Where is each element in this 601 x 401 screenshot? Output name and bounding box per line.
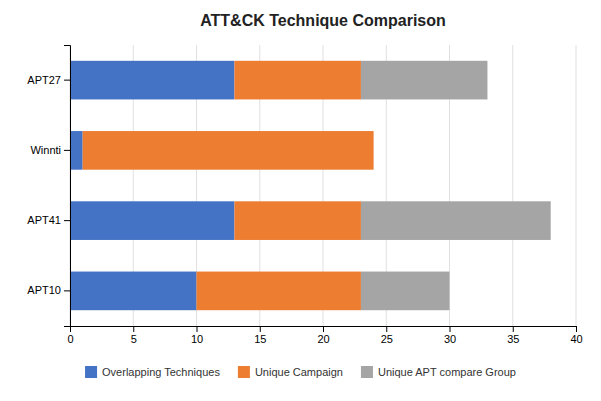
x-tick-label: 30 xyxy=(444,333,456,345)
x-tick-label: 5 xyxy=(131,333,137,345)
y-tick: Winnti xyxy=(30,144,70,156)
legend-item: Unique Campaign xyxy=(238,366,343,378)
x-tick: 30 xyxy=(444,326,456,345)
x-tick-label: 25 xyxy=(381,333,393,345)
y-tick-label: APT10 xyxy=(27,284,61,296)
y-tick-label: APT27 xyxy=(27,74,61,86)
legend-item: Unique APT compare Group xyxy=(361,366,516,378)
bar xyxy=(361,201,551,240)
x-tick: 0 xyxy=(67,326,73,345)
y-axis: APT10 APT41 Winnti APT27 xyxy=(27,46,70,327)
x-tick: 35 xyxy=(507,326,519,345)
x-axis: 0 5 10 15 20 25 30 35 40 xyxy=(67,326,582,345)
x-tick-label: 40 xyxy=(570,333,582,345)
bar xyxy=(70,61,234,100)
x-tick: 10 xyxy=(191,326,203,345)
series xyxy=(83,61,374,310)
x-tick: 40 xyxy=(570,326,582,345)
y-tick: APT41 xyxy=(27,214,70,226)
x-axis-line xyxy=(71,327,577,333)
bar xyxy=(373,131,374,170)
grid-line xyxy=(512,45,513,326)
x-tick-mark xyxy=(197,326,198,332)
x-tick-mark xyxy=(513,326,514,332)
series xyxy=(361,61,551,310)
x-tick-mark xyxy=(450,326,451,332)
y-tick: APT27 xyxy=(27,74,70,86)
bar xyxy=(361,272,450,311)
legend-label: Unique Campaign xyxy=(255,366,343,378)
x-tick-label: 0 xyxy=(67,333,73,345)
x-tick-label: 15 xyxy=(254,333,266,345)
y-tick: APT10 xyxy=(27,284,70,296)
x-tick: 25 xyxy=(381,326,393,345)
x-tick-label: 35 xyxy=(507,333,519,345)
x-tick-mark xyxy=(133,326,134,332)
x-tick: 20 xyxy=(317,326,329,345)
bar xyxy=(70,201,234,240)
bar xyxy=(70,131,83,170)
y-tick-mark xyxy=(64,290,70,291)
grid xyxy=(70,45,576,326)
bar xyxy=(83,131,374,170)
legend: Overlapping Techniques Unique Campaign Uni… xyxy=(85,366,516,378)
x-tick-label: 10 xyxy=(191,333,203,345)
title: ATT&CK Technique Comparison xyxy=(200,12,446,29)
y-tick-mark xyxy=(64,80,70,81)
x-tick-label: 20 xyxy=(317,333,329,345)
y-tick-mark xyxy=(64,150,70,151)
bar xyxy=(234,61,361,100)
grid-line xyxy=(576,45,577,326)
y-axis-line xyxy=(64,46,71,327)
chart: ATT&CK Technique Comparison 0 5 10 15 20 25 30 3… xyxy=(0,0,601,401)
x-tick: 15 xyxy=(254,326,266,345)
y-tick-label: Winnti xyxy=(30,144,61,156)
x-tick-mark xyxy=(386,326,387,332)
bar xyxy=(234,201,361,240)
bars xyxy=(70,61,551,310)
legend-swatch xyxy=(85,366,97,378)
legend-item: Overlapping Techniques xyxy=(85,366,220,378)
legend-label: Overlapping Techniques xyxy=(102,366,220,378)
legend-label: Unique APT compare Group xyxy=(378,366,516,378)
bar xyxy=(197,272,361,311)
legend-swatch xyxy=(238,366,250,378)
legend-swatch xyxy=(361,366,373,378)
y-tick-mark xyxy=(64,220,70,221)
y-tick-label: APT41 xyxy=(27,214,61,226)
x-tick: 5 xyxy=(131,326,137,345)
bar xyxy=(361,61,488,100)
bar xyxy=(70,272,197,311)
x-tick-mark xyxy=(323,326,324,332)
x-tick-mark xyxy=(260,326,261,332)
x-tick-mark xyxy=(576,326,577,332)
